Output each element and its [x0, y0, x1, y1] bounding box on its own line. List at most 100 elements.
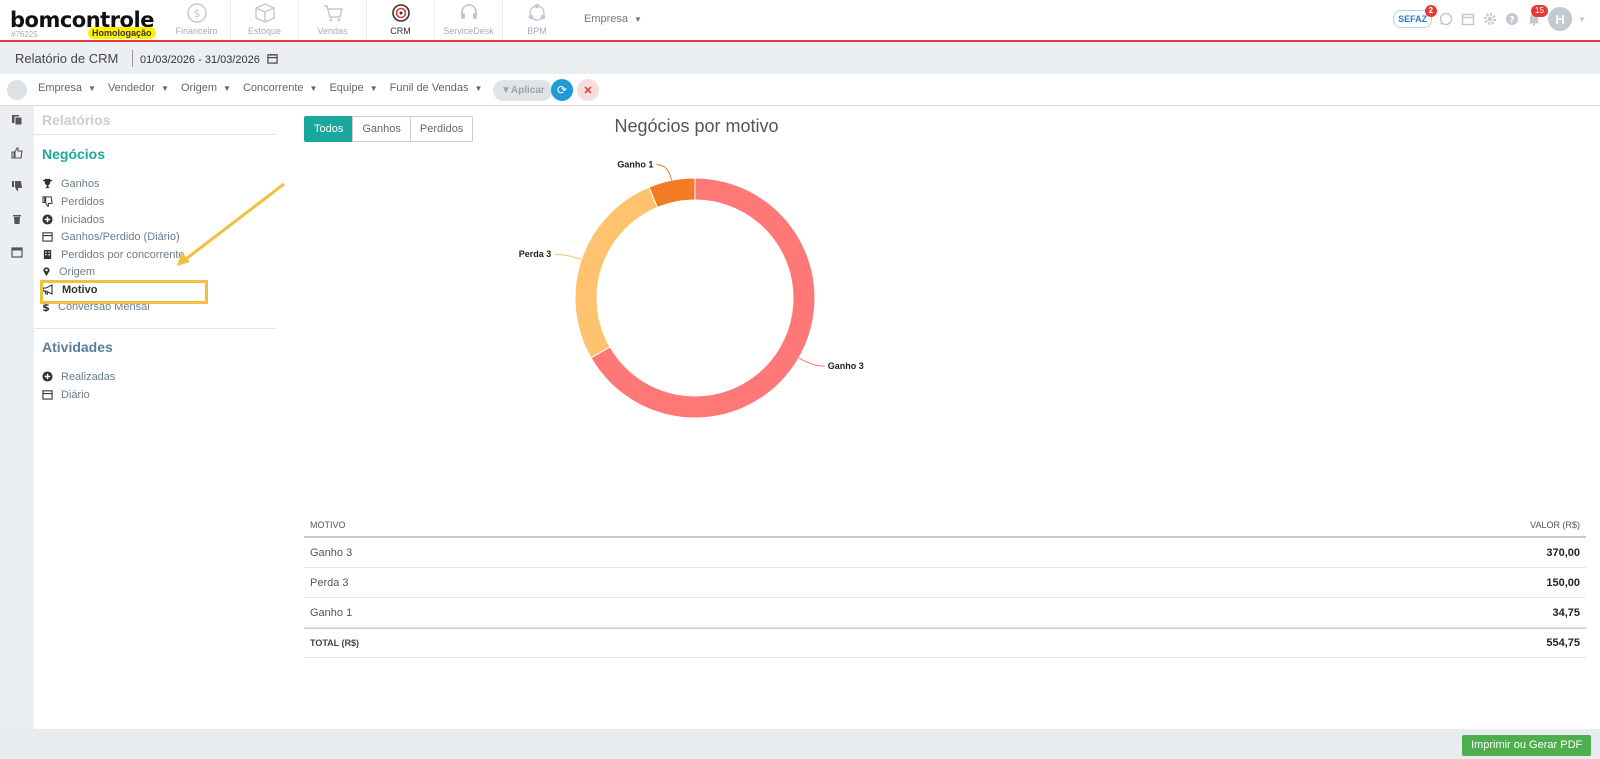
- motivo-table: MOTIVO VALOR (R$) Ganho 3 370,00 Perda 3 1…: [304, 514, 1586, 658]
- filter-label: Concorrente: [242, 82, 304, 94]
- cell-motivo: Ganho 3: [310, 546, 353, 559]
- donut-chart: Ganho 3 Perda 3 Ganho 1: [519, 160, 864, 419]
- cell-motivo: Perda 3: [310, 576, 349, 589]
- total-value: 554,75: [1546, 637, 1580, 649]
- notification-badge: 15: [1531, 5, 1549, 17]
- filter-origem[interactable]: Origem ▼: [181, 82, 231, 94]
- module-label: Estoque: [247, 26, 282, 36]
- sefaz-label: SEFAZ: [1398, 14, 1428, 24]
- filter-label: Funil de Vendas: [389, 82, 469, 94]
- menu-item-label: Diário: [61, 388, 90, 401]
- slice-ganho-1[interactable]: [648, 177, 696, 209]
- thumbs-up-icon[interactable]: [9, 145, 25, 161]
- gear-icon[interactable]: [1482, 11, 1498, 27]
- menu-item-origem[interactable]: Origem: [42, 263, 95, 280]
- label-connector: [554, 253, 582, 260]
- svg-text:$: $: [42, 301, 50, 312]
- col-motivo: MOTIVO: [310, 520, 346, 530]
- whatsapp-icon[interactable]: [1438, 11, 1454, 27]
- print-pdf-button[interactable]: Imprimir ou Gerar PDF: [1462, 735, 1592, 756]
- empresa-dropdown[interactable]: Empresa ▼: [584, 13, 642, 25]
- filter-icon: ▼: [501, 85, 511, 96]
- calendar-icon[interactable]: [9, 244, 25, 260]
- target-icon: [391, 4, 410, 22]
- menu-item-motivo[interactable]: Motivo: [42, 281, 97, 298]
- refresh-button[interactable]: ⟳: [551, 79, 573, 101]
- date-range-picker[interactable]: 01/03/2026 - 31/03/2026: [140, 53, 278, 66]
- cell-valor: 34,75: [1552, 606, 1580, 619]
- filter-label: Empresa: [38, 82, 83, 94]
- module-servicedesk[interactable]: ServiceDesk: [435, 0, 503, 40]
- account-code: #76225: [11, 30, 38, 39]
- tab-perdidos[interactable]: Perdidos: [409, 116, 474, 142]
- module-vendas[interactable]: Vendas: [299, 0, 367, 40]
- module-estoque[interactable]: Estoque: [231, 0, 299, 40]
- annotation-arrow: [177, 182, 285, 266]
- sefaz-badge: 2: [1424, 5, 1438, 17]
- help-icon[interactable]: ?: [1504, 11, 1520, 27]
- clear-filters-button[interactable]: ✕: [577, 79, 599, 101]
- slice-label: Perda 3: [519, 249, 552, 259]
- plus-circle-icon: [42, 371, 53, 382]
- tab-ganhos[interactable]: Ganhos: [352, 116, 411, 142]
- module-crm[interactable]: CRM: [367, 0, 435, 40]
- table-row: Ganho 3 370,00: [304, 538, 1586, 568]
- menu-item-iniciados[interactable]: Iniciados: [42, 211, 104, 228]
- module-financeiro[interactable]: $ Financeiro: [163, 0, 231, 40]
- module-label: Vendas: [317, 26, 348, 36]
- caret-down-icon: ▼: [474, 84, 483, 93]
- empresa-label: Empresa: [584, 13, 629, 25]
- menu-item-label: Perdidos: [61, 195, 105, 208]
- filter-empresa[interactable]: Empresa ▼: [38, 82, 96, 94]
- table-header: MOTIVO VALOR (R$): [304, 514, 1586, 538]
- filter-label: Vendedor: [107, 82, 156, 94]
- menu-item-label: Ganhos: [61, 177, 100, 190]
- filter-equipe[interactable]: Equipe ▼: [329, 82, 377, 94]
- dollar-circle-icon: $: [186, 3, 207, 23]
- menu-item-realizadas[interactable]: Realizadas: [42, 368, 115, 385]
- menu-item-ganhos[interactable]: Ganhos: [42, 175, 100, 192]
- menu-item-ganhos-perdido-diario[interactable]: Ganhos/Perdido (Diário): [42, 228, 180, 245]
- menu-item-perdidos-por-concorrente[interactable]: Perdidos por concorrente: [42, 246, 185, 263]
- reports-icon[interactable]: [9, 112, 25, 128]
- caret-down-icon: ▼: [88, 84, 96, 93]
- dollar-icon: $: [42, 301, 50, 312]
- collapse-menu-button[interactable]: [7, 80, 27, 100]
- box-icon: [254, 3, 275, 23]
- filter-concorrente[interactable]: Concorrente ▼: [243, 82, 317, 94]
- module-label: CRM: [390, 26, 411, 36]
- calendar-icon: [42, 232, 53, 242]
- apply-filters-button[interactable]: ▼Aplicar: [493, 80, 553, 101]
- bell-icon[interactable]: 15: [1526, 5, 1549, 27]
- calendar-icon: [267, 53, 278, 64]
- menu-item-label: Motivo: [62, 283, 98, 296]
- date-range-value: 01/03/2026 - 31/03/2026: [140, 54, 260, 66]
- svg-text:$: $: [193, 7, 200, 20]
- megaphone-icon: [42, 284, 53, 295]
- divider: [34, 134, 276, 135]
- header-actions: SEFAZ 2 ? 15 H ▼: [1393, 5, 1586, 31]
- result-tabs: Todos Ganhos Perdidos: [304, 116, 474, 142]
- thumbs-down-icon[interactable]: [9, 178, 25, 194]
- calendar-icon[interactable]: [1460, 11, 1476, 27]
- cell-valor: 370,00: [1546, 546, 1580, 559]
- slice-label: Ganho 1: [617, 160, 653, 170]
- menu-item-perdidos[interactable]: Perdidos: [42, 193, 104, 210]
- reports-menu-header: Relatórios: [42, 112, 111, 128]
- slice-perda-3[interactable]: [574, 186, 659, 359]
- tab-todos[interactable]: Todos: [304, 116, 354, 142]
- filter-vendedor[interactable]: Vendedor ▼: [108, 82, 169, 94]
- chevron-down-icon[interactable]: ▼: [1578, 14, 1586, 24]
- svg-text:?: ?: [1509, 16, 1514, 26]
- slice-ganho-3[interactable]: [590, 177, 816, 419]
- refresh-icon: ⟳: [556, 83, 568, 97]
- divider: [132, 50, 133, 67]
- table-total-row: TOTAL (R$) 554,75: [304, 628, 1586, 658]
- menu-item-diario[interactable]: Diário: [42, 386, 90, 403]
- trash-icon[interactable]: [9, 211, 25, 227]
- avatar[interactable]: H: [1548, 7, 1573, 31]
- module-bpm[interactable]: BPM: [503, 0, 571, 40]
- filter-funil-de-vendas[interactable]: Funil de Vendas ▼: [390, 82, 483, 94]
- sefaz-button[interactable]: SEFAZ 2: [1393, 5, 1438, 28]
- page-title: Relatório de CRM: [15, 51, 119, 66]
